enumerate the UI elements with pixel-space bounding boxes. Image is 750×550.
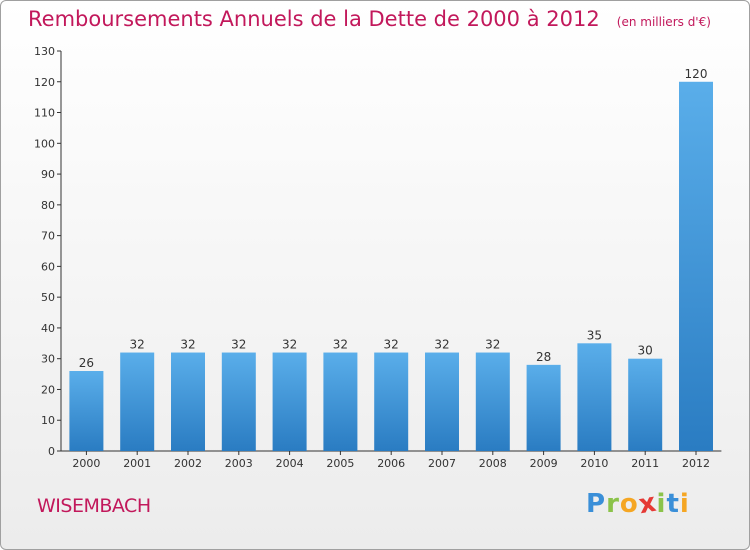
value-label-2007: 32 [434,338,449,352]
y-tick-label: 60 [41,260,55,273]
x-tick-label: 2004 [276,457,304,470]
bar-2002 [171,352,205,451]
logo-letter: P [586,489,607,519]
y-tick-label: 30 [41,353,55,366]
y-tick-label: 40 [41,322,55,335]
x-tick-label: 2008 [479,457,507,470]
value-label-2010: 35 [587,328,602,342]
value-label-2004: 32 [282,338,297,352]
bar-2000 [69,371,104,451]
y-tick-label: 20 [41,383,55,396]
value-label-2011: 30 [638,344,653,358]
value-label-2008: 32 [485,338,500,352]
x-tick-label: 2000 [72,457,100,470]
logo-letter: i [656,489,667,519]
x-tick-label: 2007 [428,457,456,470]
y-tick-label: 80 [41,199,55,212]
y-tick-label: 100 [34,137,55,150]
bar-2001 [120,352,155,451]
value-label-2006: 32 [384,338,399,352]
value-label-2012: 120 [685,67,708,81]
value-label-2001: 32 [130,338,145,352]
y-tick-label: 130 [34,45,55,58]
bar-2010 [577,343,612,451]
x-tick-label: 2009 [530,457,558,470]
y-tick-label: 50 [41,291,55,304]
x-tick-label: 2001 [123,457,151,470]
chart-title-unit: (en milliers d'€) [616,15,711,29]
y-tick-label: 120 [34,76,55,89]
y-tick-label: 90 [41,168,55,181]
bar-2003 [221,352,256,451]
logo-letter: i [679,489,690,519]
value-label-2003: 32 [231,338,246,352]
x-tick-label: 2011 [631,457,659,470]
x-tick-label: 2012 [682,457,710,470]
bar-2004 [272,352,307,451]
bar-2011 [628,358,663,451]
x-tick-label: 2002 [174,457,202,470]
logo-letter: t [666,489,680,519]
x-tick-label: 2003 [225,457,253,470]
x-tick-label: 2006 [377,457,405,470]
value-label-2009: 28 [536,350,551,364]
value-label-2000: 26 [79,356,94,370]
bar-2012 [679,81,713,452]
bar-2009 [526,364,561,451]
y-tick-label: 0 [48,445,55,458]
bar-2008 [475,352,510,451]
bar-2006 [374,352,409,451]
logo-letter: r [606,489,620,519]
value-label-2002: 32 [180,338,195,352]
y-tick-label: 10 [41,414,55,427]
proxiti-logo: Proxiti [586,488,690,521]
x-tick-label: 2010 [580,457,608,470]
bar-2005 [323,352,358,451]
value-label-2005: 32 [333,338,348,352]
logo-letter: o [619,489,639,519]
city-name: WISEMBACH [37,495,151,517]
chart-title-main: Remboursements Annuels de la Dette de 20… [28,7,600,31]
y-tick-label: 110 [34,107,55,120]
x-tick-label: 2005 [326,457,354,470]
chart-title: Remboursements Annuels de la Dette de 20… [28,7,711,31]
y-tick-label: 70 [41,230,55,243]
bar-2007 [425,352,459,451]
